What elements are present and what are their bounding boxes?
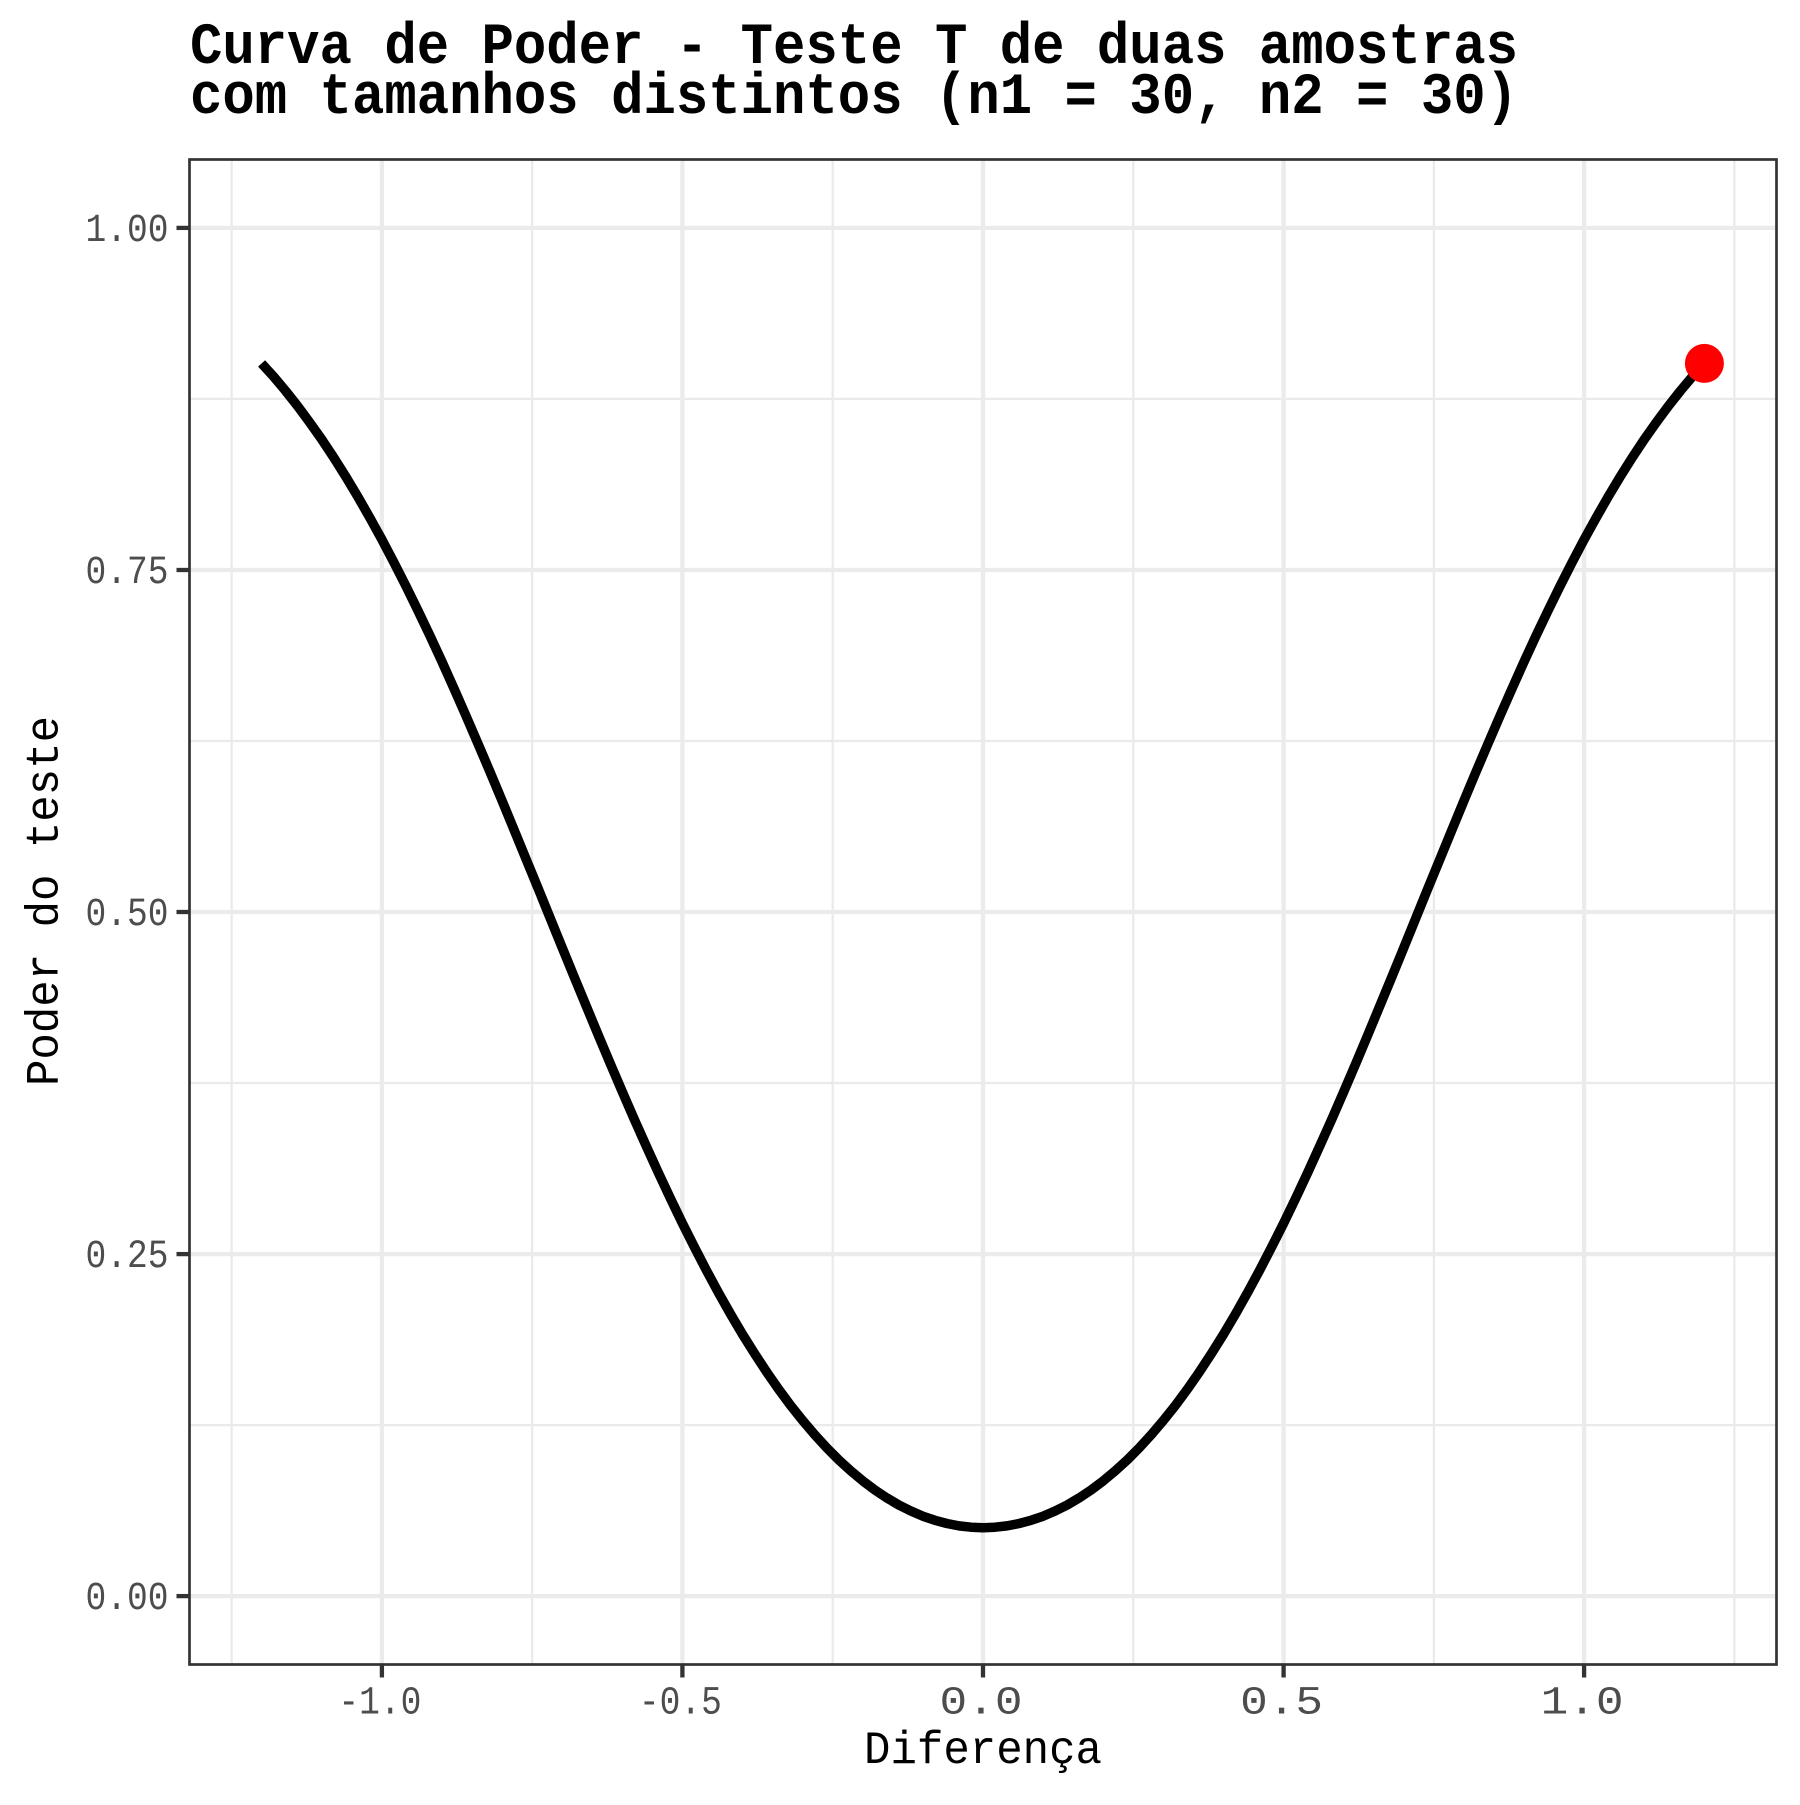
svg-text:1.00: 1.00 [86, 209, 169, 254]
svg-text:0.00: 0.00 [86, 1577, 169, 1622]
svg-text:com tamanhos distintos (n1 = 3: com tamanhos distintos (n1 = 30, n2 = 30… [190, 66, 1518, 131]
svg-text:Diferença: Diferença [864, 1725, 1102, 1777]
svg-text:-0.5: -0.5 [639, 1682, 722, 1727]
svg-text:Curva de Poder - Teste T de du: Curva de Poder - Teste T de duas amostra… [190, 16, 1518, 81]
svg-text:0.25: 0.25 [86, 1235, 169, 1280]
svg-text:0.5: 0.5 [1240, 1682, 1323, 1727]
svg-text:0.75: 0.75 [86, 551, 169, 596]
svg-text:0.50: 0.50 [86, 893, 169, 938]
svg-text:0.0: 0.0 [940, 1682, 1023, 1727]
svg-text:1.0: 1.0 [1541, 1682, 1624, 1727]
svg-text:Poder do teste: Poder do teste [20, 716, 72, 1086]
svg-text:-1.0: -1.0 [338, 1682, 421, 1727]
